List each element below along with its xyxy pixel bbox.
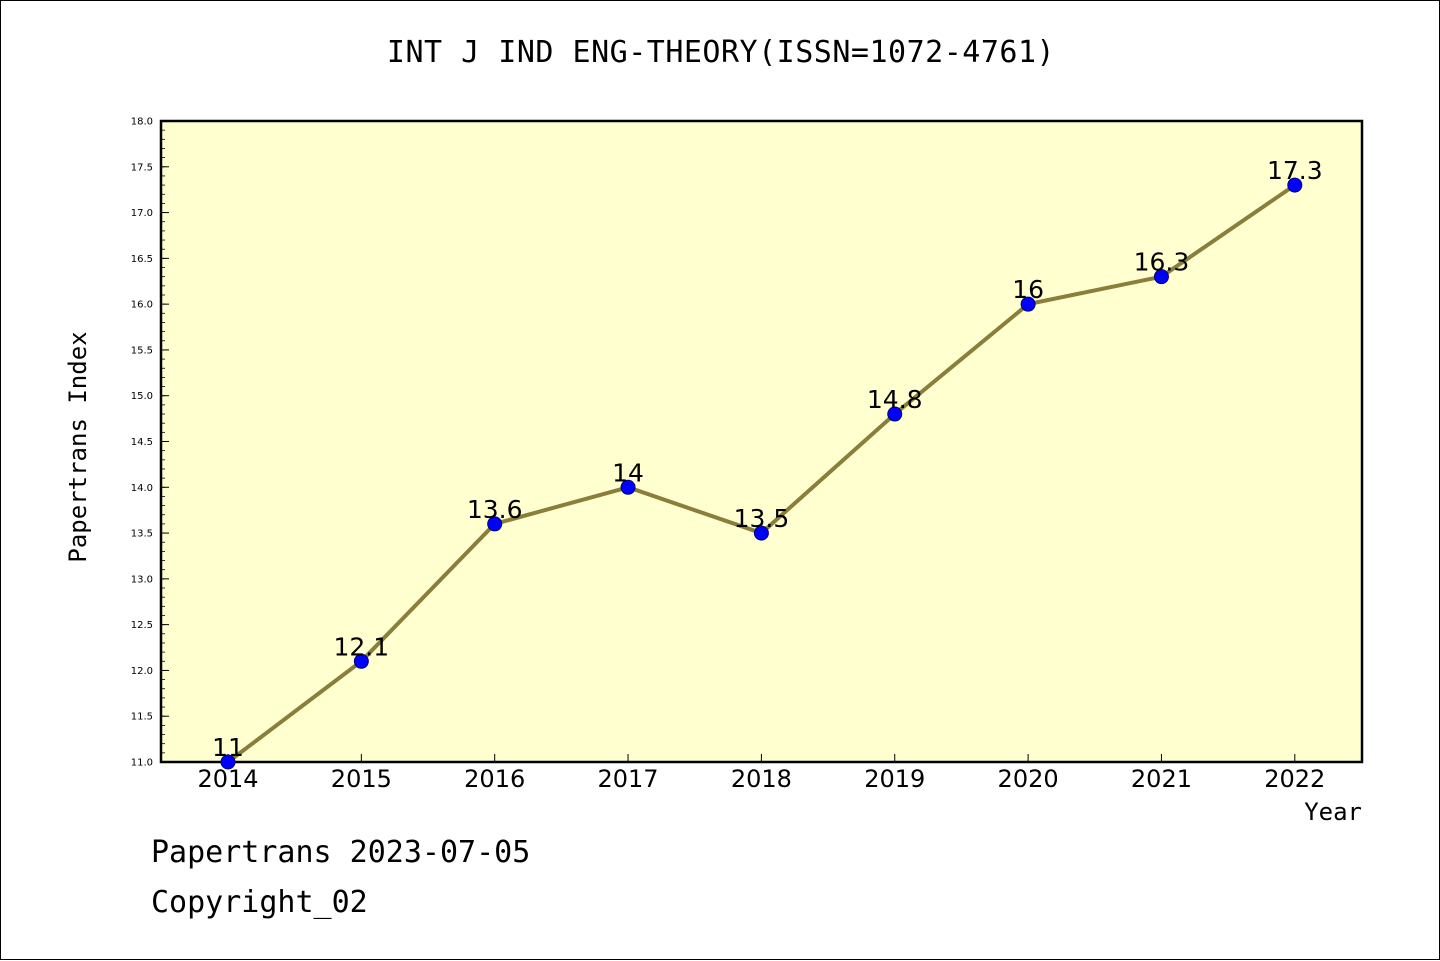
x-tick-label: 2014 (197, 765, 258, 793)
data-label: 13.6 (467, 495, 523, 524)
data-point (753, 525, 769, 541)
footer-copyright: Copyright_02 (151, 885, 368, 920)
data-point (487, 516, 503, 532)
footer-date: Papertrans 2023-07-05 (151, 835, 531, 870)
y-tick-label: 15.0 (131, 391, 153, 402)
x-tick-label: 2017 (598, 765, 659, 793)
y-tick-label: 11.0 (131, 758, 153, 769)
data-label: 17.3 (1267, 156, 1323, 185)
x-tick-label: 2015 (331, 765, 392, 793)
y-tick-label: 14.5 (131, 437, 153, 448)
y-tick-label: 13.0 (131, 574, 153, 585)
data-point (887, 406, 903, 422)
data-point (1153, 269, 1169, 285)
plot-frame (159, 119, 1364, 764)
data-label: 16.3 (1134, 248, 1190, 277)
y-tick-label: 15.5 (131, 345, 153, 356)
x-tick-label: 2016 (464, 765, 525, 793)
y-tick-label: 12.0 (131, 666, 153, 677)
x-axis-label: Year (1304, 798, 1362, 826)
data-label: 13.5 (734, 504, 790, 533)
data-point (1020, 296, 1036, 312)
y-tick-label: 16.5 (131, 254, 153, 265)
x-tick-label: 2018 (731, 765, 792, 793)
data-label: 12.1 (334, 632, 390, 661)
y-tick-label: 16.0 (131, 300, 153, 311)
x-tick-label: 2020 (998, 765, 1059, 793)
data-point (220, 754, 236, 770)
data-point (620, 479, 636, 495)
data-point (1287, 177, 1303, 193)
y-tick-label: 17.0 (131, 208, 153, 219)
y-tick-label: 18.0 (131, 117, 153, 128)
x-tick-label: 2019 (864, 765, 925, 793)
data-label: 16 (1012, 275, 1044, 304)
data-point (353, 653, 369, 669)
data-label: 14 (612, 458, 644, 487)
chart-title: INT J IND ENG-THEORY(ISSN=1072-4761) (386, 35, 1056, 70)
y-tick-label: 12.5 (131, 620, 153, 631)
y-tick-label: 11.5 (131, 712, 153, 723)
data-label: 11 (212, 733, 244, 762)
x-tick-label: 2021 (1131, 765, 1192, 793)
plot-area (161, 121, 1362, 762)
y-tick-label: 13.5 (131, 529, 153, 540)
x-tick-label: 2022 (1264, 765, 1325, 793)
y-tick-label: 17.5 (131, 162, 153, 173)
y-tick-label: 14.0 (131, 483, 153, 494)
data-label: 14.8 (867, 385, 923, 414)
